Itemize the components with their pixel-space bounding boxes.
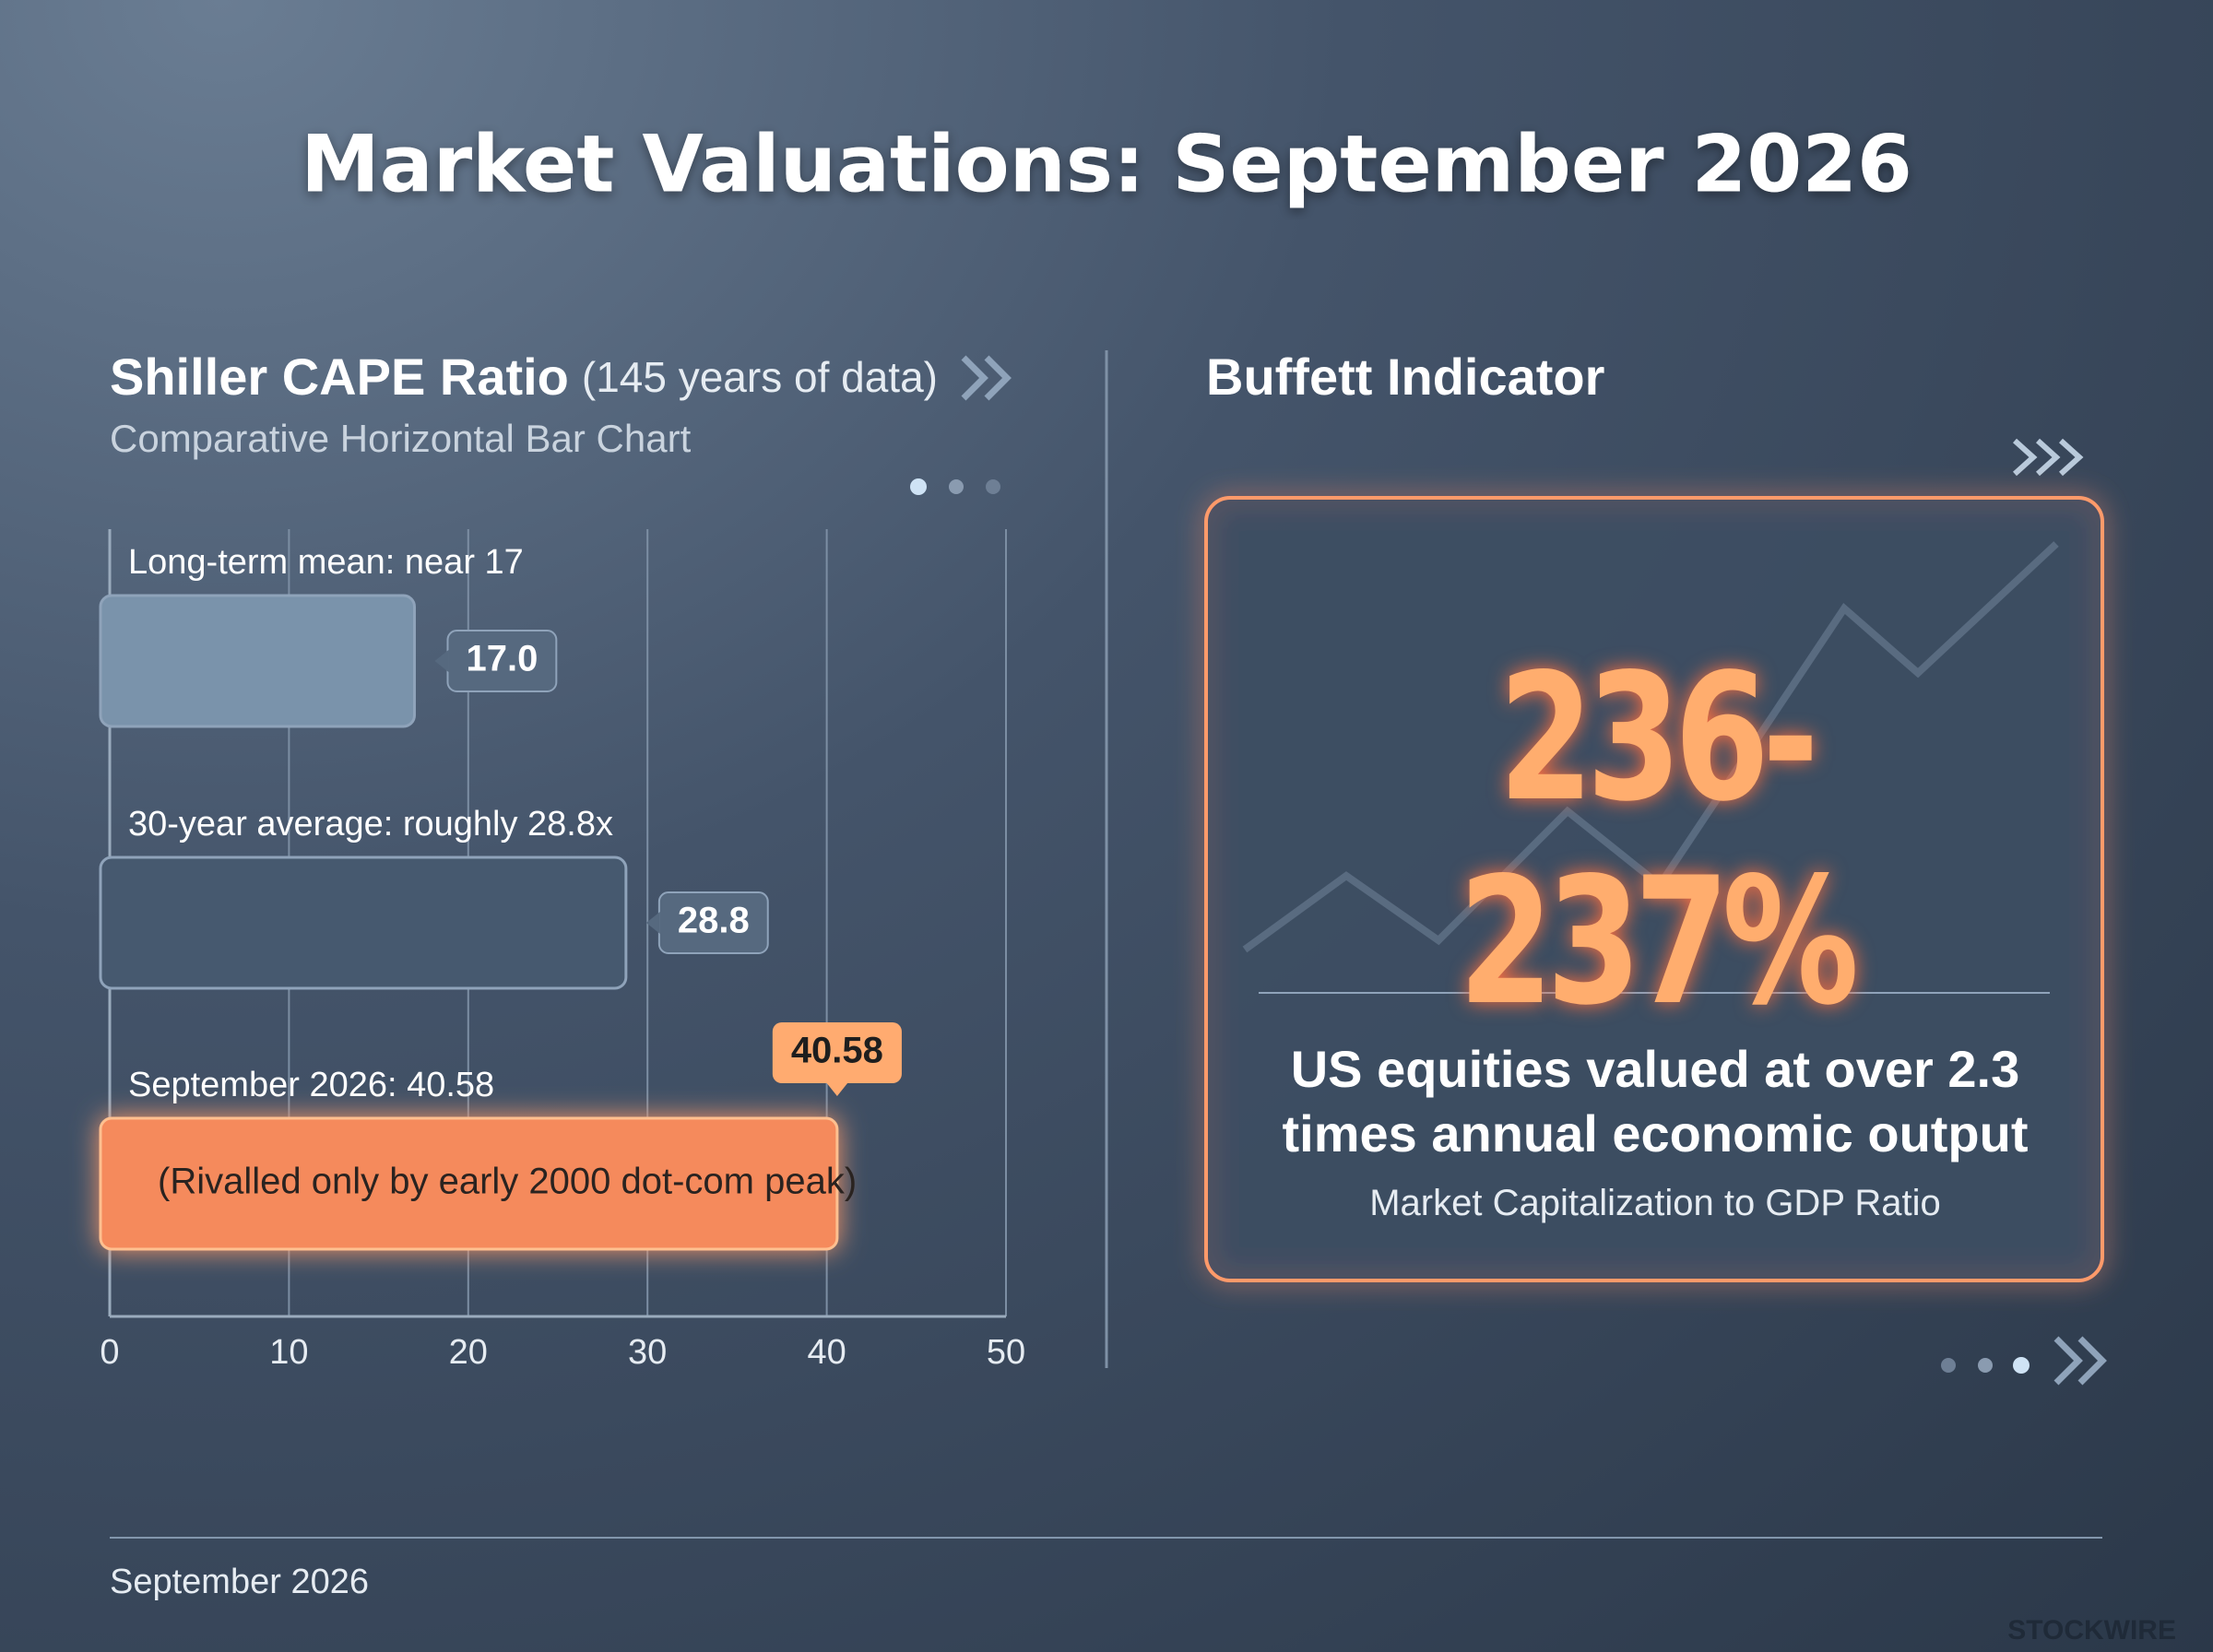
bar (99, 856, 628, 990)
x-tick-label: 10 (269, 1333, 308, 1372)
brand: STOCKWIRE (2007, 1615, 2176, 1646)
value-label: 40.58 (791, 1031, 883, 1071)
description: US equities valued at over 2.3 times ann… (1282, 1040, 2029, 1162)
panel-title: Buffett Indicator (1206, 348, 1604, 406)
pager-dots (1941, 1357, 2030, 1374)
chart-title: Shiller CAPE Ratio (145 years of data) (110, 348, 938, 406)
x-tick-label: 30 (628, 1333, 667, 1372)
pager-dots (910, 478, 1000, 495)
bar (99, 1116, 839, 1251)
x-tick-label: 40 (807, 1333, 846, 1372)
page-title: Market Valuations: September 2026 (301, 118, 1912, 210)
chart-title-main: Shiller CAPE Ratio (110, 348, 569, 406)
value-label-pointer (825, 1082, 848, 1096)
indicator-card (1204, 496, 2104, 1282)
chevrons (2012, 438, 2084, 477)
footer-date: September 2026 (110, 1563, 369, 1601)
trend-decoration (1242, 541, 2059, 953)
headline: 236-237% (1458, 636, 1859, 1044)
value-label-pointer (434, 650, 449, 672)
category-label: 30-year average: roughly 28.8x (128, 805, 613, 844)
value-label-box (772, 1022, 902, 1083)
x-tick-label: 50 (987, 1333, 1025, 1372)
x-tick-label: 20 (449, 1333, 488, 1372)
bar-annotation: (Rivalled only by early 2000 dot-com pea… (158, 1162, 857, 1202)
x-tick-label: 0 (100, 1333, 119, 1372)
value-label: 28.8 (678, 901, 750, 941)
chart-subtitle: Comparative Horizontal Bar Chart (110, 417, 692, 460)
chevrons (2053, 1336, 2107, 1386)
value-label-pointer (645, 912, 660, 934)
chart-title-note: (145 years of data) (582, 353, 938, 401)
bar (99, 594, 416, 728)
category-label: September 2026: 40.58 (128, 1066, 494, 1104)
caption: Market Capitalization to GDP Ratio (1369, 1183, 1941, 1223)
headline-box: 236-237% (1236, 636, 2075, 1044)
category-label: Long-term mean: near 17 (128, 543, 524, 582)
value-label: 17.0 (466, 639, 538, 679)
chevrons (961, 355, 1012, 401)
